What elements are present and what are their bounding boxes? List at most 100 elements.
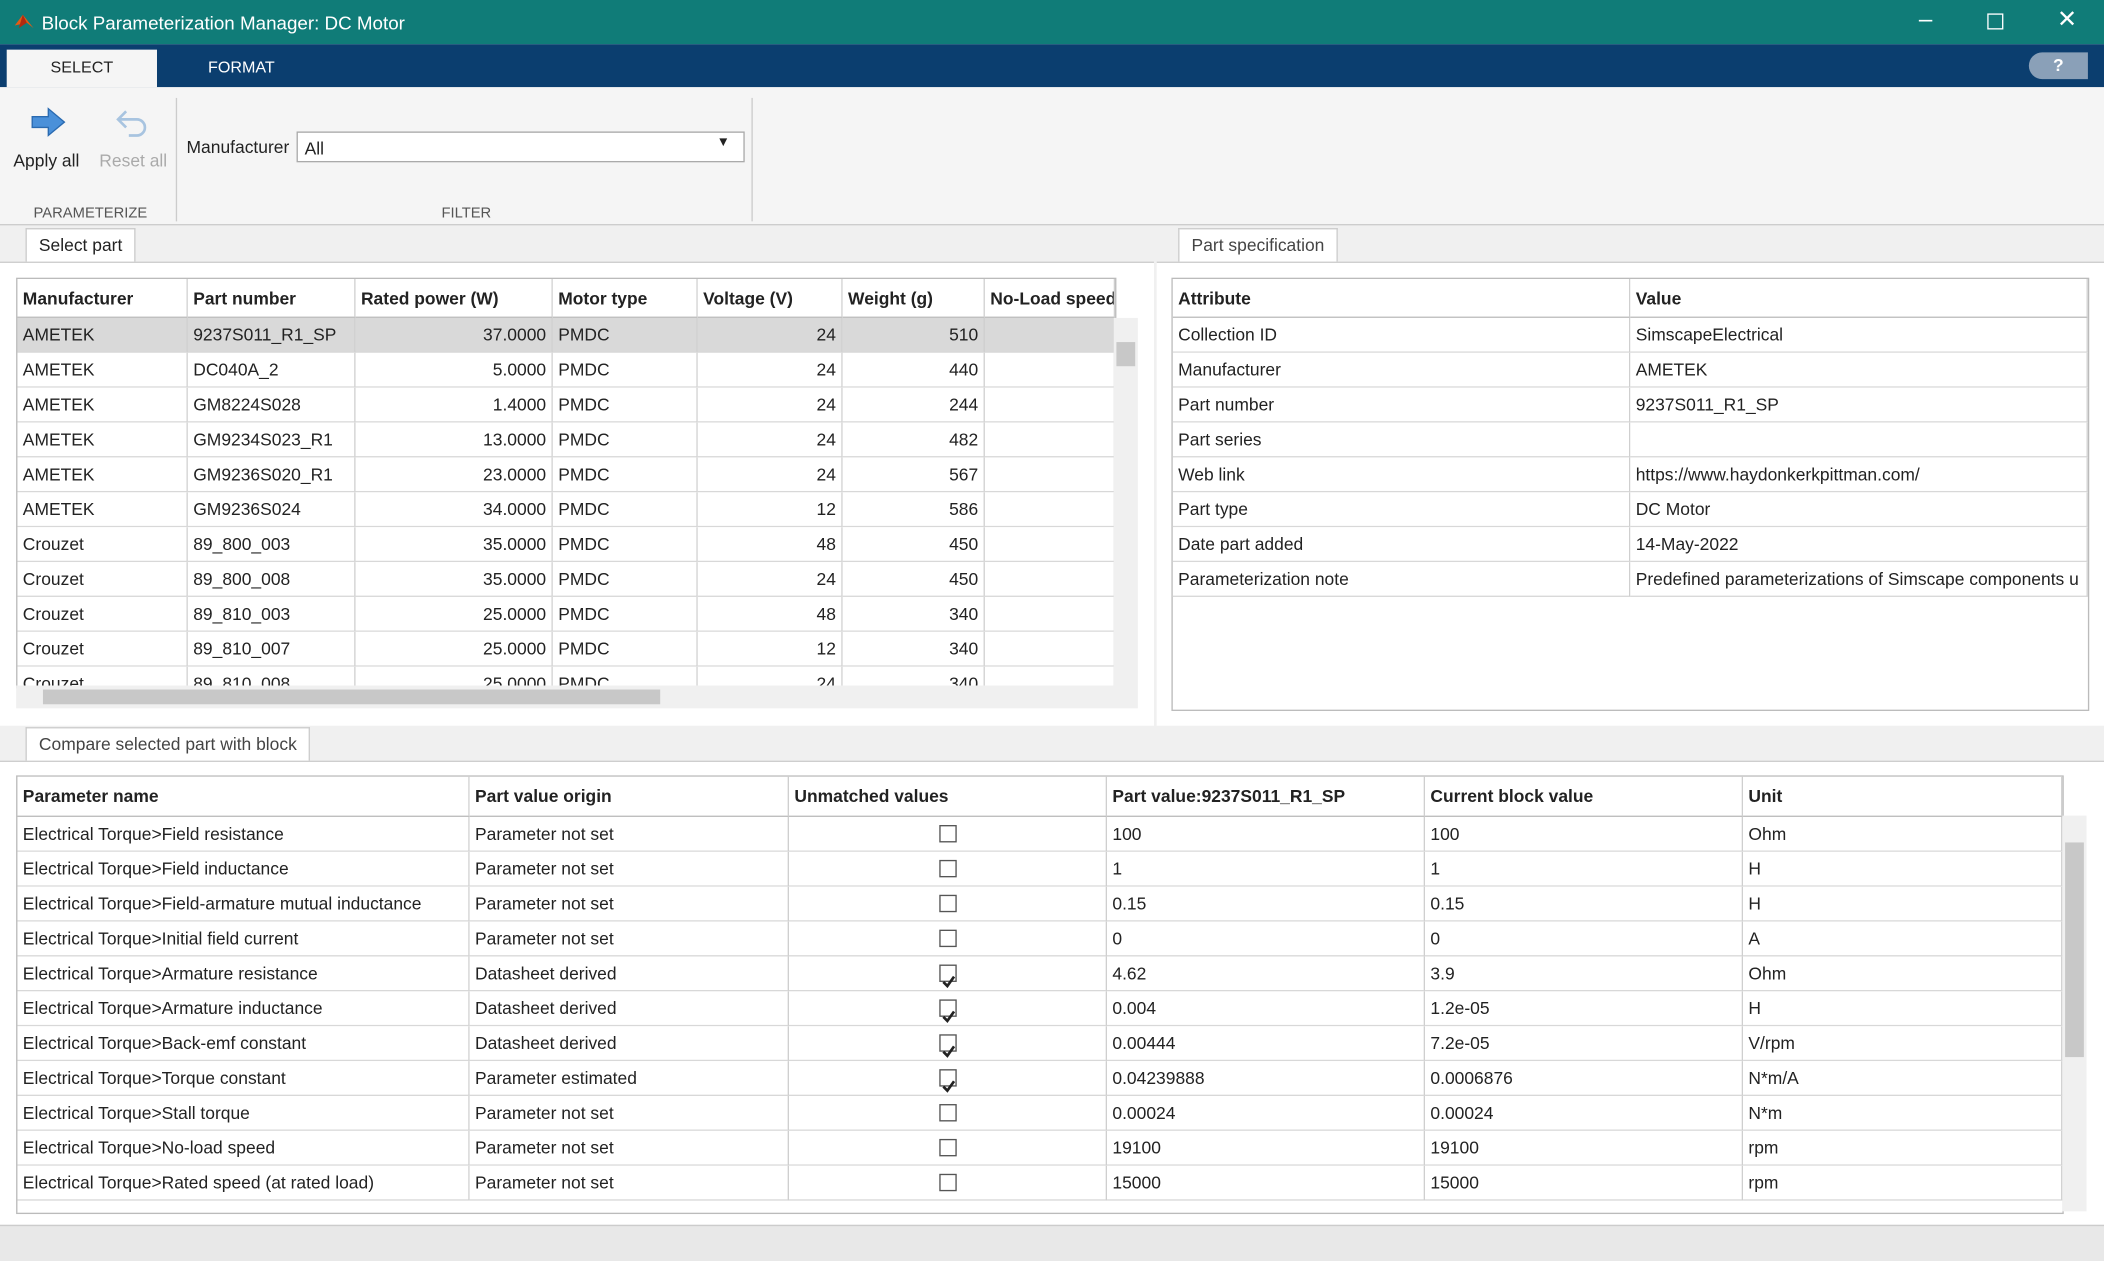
cell [789, 921, 1108, 957]
cell: AMETEK [17, 352, 188, 388]
thumb[interactable] [42, 689, 661, 705]
toolstrip: Apply all Reset all Manufacturer All ▼ P… [0, 87, 2104, 226]
cell [984, 527, 1116, 563]
apply-icon [31, 107, 66, 137]
checkbox[interactable] [938, 1138, 957, 1157]
thumb[interactable] [2065, 842, 2084, 1058]
column-header: Voltage (V) [697, 279, 843, 318]
cell [984, 596, 1116, 632]
cell: 0.00444 [1107, 1026, 1426, 1062]
cell: Parameterization note [1172, 562, 1631, 597]
cell: 3.9 [1425, 956, 1744, 992]
reset-all[interactable]: Reset all [99, 150, 168, 171]
help-button[interactable]: ? [2028, 52, 2088, 80]
tab-select[interactable]: SELECT [6, 49, 157, 88]
cell [789, 1095, 1108, 1131]
h-scrollbar[interactable] [16, 685, 1138, 709]
cell: 35.0000 [355, 527, 553, 563]
cell: 340 [842, 596, 985, 632]
panel-tab[interactable]: Select part [25, 228, 136, 262]
cell: Electrical Torque>Back-emf constant [17, 1026, 470, 1062]
column-header: Current block value [1425, 776, 1744, 817]
cell: GM9234S023_R1 [187, 422, 356, 458]
cell: 9237S011_R1_SP [187, 317, 356, 353]
cell: 89_810_003 [187, 596, 356, 632]
cell: H [1743, 886, 2063, 922]
cell: 0 [1107, 921, 1426, 957]
column-header: Part number [187, 279, 356, 318]
cell: Crouzet [17, 666, 188, 687]
column-header: Unmatched values [789, 776, 1108, 817]
cell: 0.15 [1425, 886, 1744, 922]
panel-tab[interactable]: Part specification [1178, 228, 1338, 262]
tab-format[interactable]: FORMAT [207, 57, 275, 77]
cell: 15000 [1107, 1165, 1426, 1201]
cell: H [1743, 991, 2063, 1027]
v-scrollbar[interactable] [2062, 815, 2087, 1212]
checkbox[interactable] [938, 859, 957, 878]
column-header: Parameter name [17, 776, 470, 817]
checkbox[interactable] [938, 929, 957, 948]
cell: Electrical Torque>Stall torque [17, 1095, 470, 1131]
cell: Electrical Torque>Armature resistance [17, 956, 470, 992]
cell: Electrical Torque>Torque constant [17, 1061, 470, 1096]
checkbox[interactable] [938, 964, 957, 989]
title-bar: Block Parameterization Manager: DC Motor… [0, 0, 2104, 45]
cell: Electrical Torque>Field-armature mutual … [17, 886, 470, 922]
cell: 25.0000 [355, 666, 553, 687]
apply-all[interactable]: Apply all [13, 150, 80, 171]
panel-tab[interactable]: Compare selected part with block [25, 727, 311, 761]
minimize[interactable]: – [1918, 5, 1933, 33]
cell [984, 562, 1116, 597]
cell: 244 [842, 387, 985, 423]
cell [789, 1061, 1108, 1096]
compare-table: Parameter name Part value origin Unmatched… [16, 775, 2064, 1215]
cell: 24 [697, 387, 843, 423]
thumb[interactable] [1116, 342, 1136, 367]
cell: 440 [842, 352, 985, 388]
cell [789, 956, 1108, 992]
cell: 19100 [1425, 1130, 1744, 1166]
checkbox[interactable] [938, 1034, 957, 1058]
close[interactable]: ✕ [2057, 5, 2078, 33]
cell [984, 387, 1116, 423]
checkbox[interactable] [938, 825, 957, 843]
cell [984, 422, 1116, 458]
column-header: Weight (g) [842, 279, 985, 318]
cell: 89_800_003 [187, 527, 356, 563]
cell: Parameter not set [469, 1165, 790, 1201]
cell: PMDC [552, 492, 698, 528]
cell: Parameter estimated [469, 1061, 790, 1096]
cell: 0.00024 [1107, 1095, 1426, 1131]
checkbox[interactable] [938, 894, 957, 913]
checkbox[interactable] [938, 999, 957, 1023]
manufacturer-dropdown[interactable]: All ▼ [296, 131, 745, 163]
column-header: Part value origin [469, 776, 790, 817]
maximize[interactable] [1987, 13, 2004, 30]
check-mark [941, 975, 955, 989]
cell: 1 [1425, 851, 1744, 887]
cell: Part series [1172, 422, 1631, 458]
checkbox[interactable] [938, 1104, 957, 1122]
cell: Crouzet [17, 631, 188, 667]
column-header: Attribute [1172, 279, 1631, 318]
cell [789, 886, 1108, 922]
cell [789, 1026, 1108, 1062]
cell [1630, 422, 2088, 458]
column-header: Value [1630, 279, 2088, 318]
checkbox[interactable] [938, 1173, 957, 1192]
checkbox[interactable] [938, 1069, 957, 1093]
separator [751, 97, 753, 222]
cell: 0.00024 [1425, 1095, 1744, 1131]
cell: 100 [1425, 816, 1744, 852]
cell: AMETEK [17, 457, 188, 493]
cell [789, 816, 1108, 852]
cell: 510 [842, 317, 985, 353]
cell: 89_810_008 [187, 666, 356, 687]
cell: 450 [842, 527, 985, 563]
v-scrollbar[interactable] [1113, 317, 1138, 686]
cell: 48 [697, 527, 843, 563]
cell [789, 1130, 1108, 1166]
